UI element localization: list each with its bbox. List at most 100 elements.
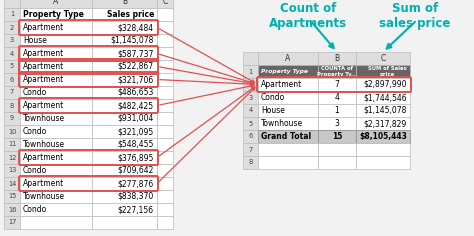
Bar [157, 177, 173, 190]
Text: B: B [122, 0, 127, 6]
Text: $2,317,829: $2,317,829 [364, 119, 407, 128]
Bar [92, 73, 157, 86]
Bar [92, 99, 157, 112]
Bar [92, 47, 157, 60]
Text: 6: 6 [10, 76, 14, 83]
Text: 12: 12 [8, 155, 16, 160]
Bar [20, 47, 92, 60]
Text: Apartment: Apartment [23, 49, 64, 58]
Bar [356, 78, 410, 91]
Text: 14: 14 [8, 181, 16, 186]
Text: Townhouse: Townhouse [23, 192, 65, 201]
Bar [356, 130, 410, 143]
Bar [318, 156, 356, 169]
Bar [20, 190, 92, 203]
Text: 16: 16 [8, 206, 16, 212]
Bar [258, 78, 318, 91]
Text: Apartment: Apartment [261, 80, 302, 89]
Bar [258, 65, 318, 78]
Text: $1,744,546: $1,744,546 [364, 93, 407, 102]
Bar [157, 34, 173, 47]
Text: $1,145,078: $1,145,078 [110, 36, 154, 45]
Bar [20, 151, 92, 164]
Text: 4: 4 [335, 93, 339, 102]
Text: 8: 8 [10, 102, 14, 109]
Bar [92, 34, 157, 47]
Bar [4, 47, 20, 60]
Bar [258, 117, 318, 130]
Bar [157, 112, 173, 125]
Bar [157, 21, 173, 34]
Text: Condo: Condo [23, 205, 47, 214]
Bar [157, 8, 173, 21]
Text: 15: 15 [332, 132, 342, 141]
Bar [4, 73, 20, 86]
Bar [20, 73, 92, 86]
Text: 8: 8 [248, 160, 253, 165]
Bar [4, 203, 20, 216]
Text: 4: 4 [10, 51, 14, 56]
Bar [20, 164, 92, 177]
Text: $709,642: $709,642 [118, 166, 154, 175]
Bar [157, 47, 173, 60]
Bar [157, 99, 173, 112]
Bar [243, 143, 258, 156]
Bar [4, 0, 20, 8]
Bar [318, 65, 356, 78]
Text: 1: 1 [335, 106, 339, 115]
Text: 2: 2 [248, 81, 253, 88]
Bar [243, 78, 258, 91]
Bar [157, 0, 173, 8]
Text: $482,425: $482,425 [118, 101, 154, 110]
Text: $587,737: $587,737 [118, 49, 154, 58]
Text: $522,867: $522,867 [118, 62, 154, 71]
Bar [4, 177, 20, 190]
Bar [157, 86, 173, 99]
Bar [4, 34, 20, 47]
Bar [20, 0, 92, 8]
Text: House: House [23, 36, 47, 45]
Text: Property Type: Property Type [261, 69, 308, 74]
Text: 7: 7 [248, 147, 253, 152]
Bar [258, 91, 318, 104]
Text: House: House [261, 106, 285, 115]
Text: C: C [380, 54, 386, 63]
Bar [20, 34, 92, 47]
Bar [20, 203, 92, 216]
Text: Count of
Apartments: Count of Apartments [269, 2, 347, 30]
Bar [20, 8, 92, 21]
Bar [318, 78, 356, 91]
Text: 13: 13 [8, 168, 16, 173]
Bar [356, 52, 410, 65]
Text: 9: 9 [10, 115, 14, 122]
Bar [92, 216, 157, 229]
Text: C: C [163, 0, 168, 6]
Bar [4, 138, 20, 151]
Bar [92, 21, 157, 34]
Text: COUNTA of
Property Ty...: COUNTA of Property Ty... [317, 66, 357, 77]
Bar [258, 52, 318, 65]
Text: $227,156: $227,156 [118, 205, 154, 214]
Text: 3: 3 [10, 38, 14, 43]
Text: SUM of Sales
price: SUM of Sales price [368, 66, 407, 77]
Text: Condo: Condo [23, 166, 47, 175]
Text: 3: 3 [248, 94, 253, 101]
Bar [157, 164, 173, 177]
Text: 7: 7 [335, 80, 339, 89]
Bar [258, 143, 318, 156]
Bar [318, 52, 356, 65]
Bar [92, 203, 157, 216]
Bar [20, 99, 92, 112]
Bar [4, 21, 20, 34]
Text: Townhouse: Townhouse [261, 119, 303, 128]
Text: $277,876: $277,876 [118, 179, 154, 188]
Text: Apartment: Apartment [23, 179, 64, 188]
Text: 15: 15 [8, 194, 16, 199]
Bar [243, 104, 258, 117]
Bar [243, 130, 258, 143]
Bar [92, 138, 157, 151]
Bar [4, 112, 20, 125]
Text: Apartment: Apartment [23, 62, 64, 71]
Bar [157, 190, 173, 203]
Bar [157, 216, 173, 229]
